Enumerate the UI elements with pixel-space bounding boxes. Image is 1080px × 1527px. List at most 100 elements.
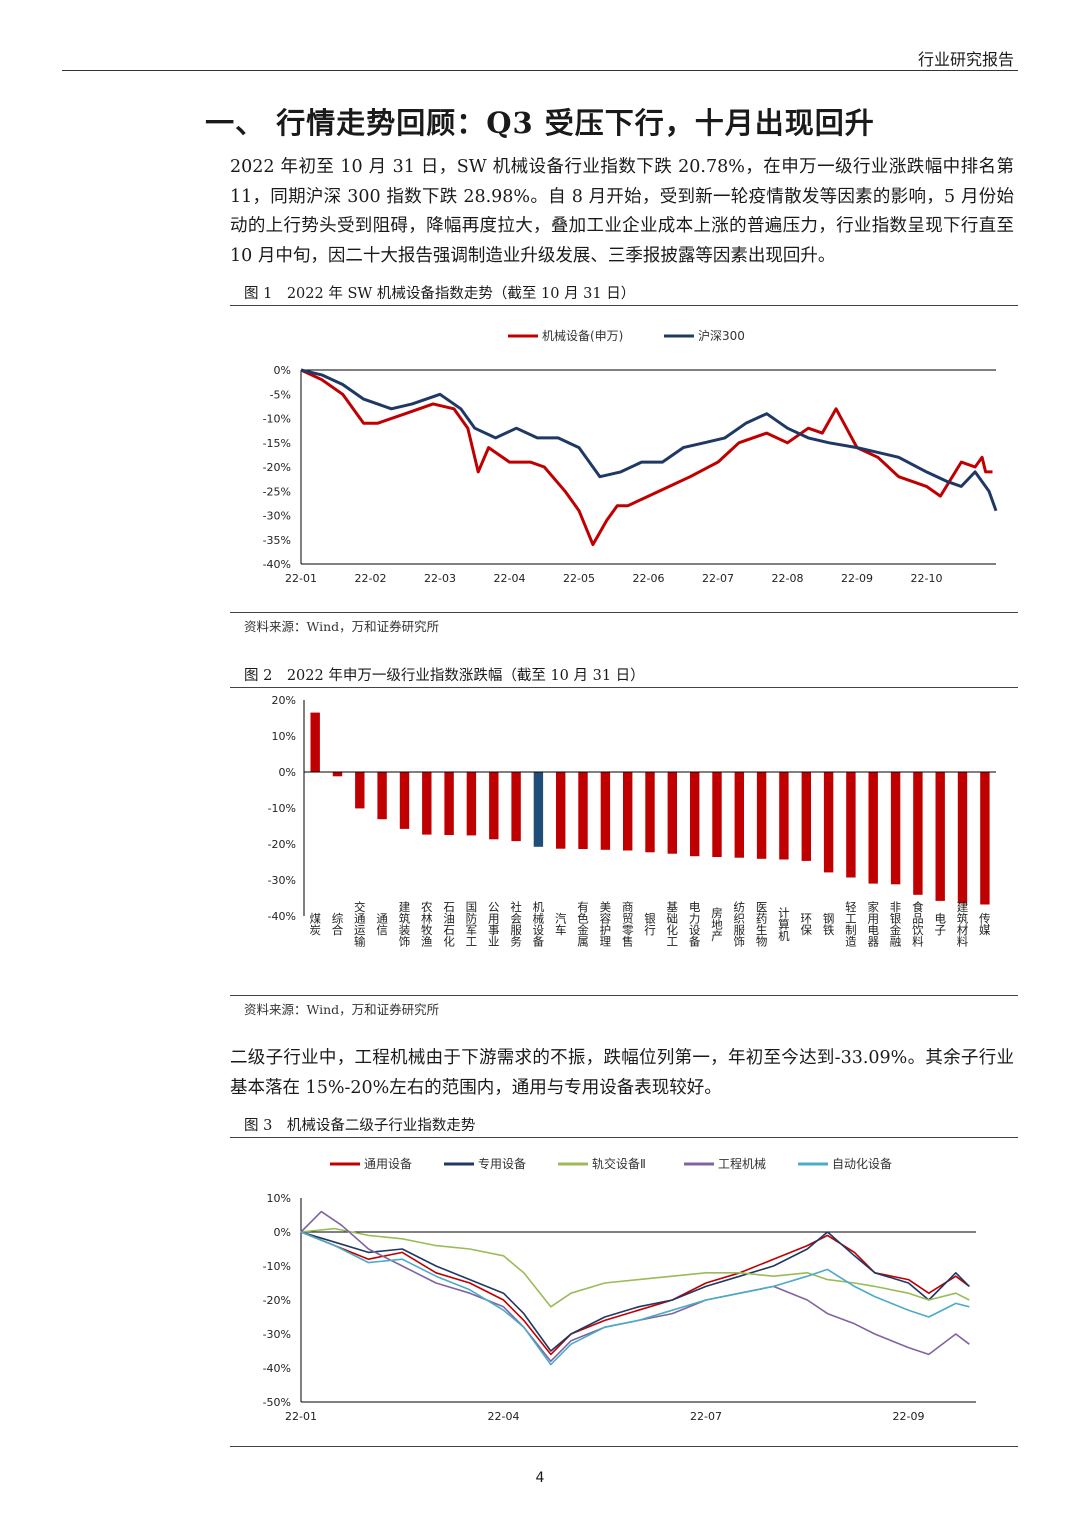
bar-国防军工 [466,772,477,836]
category-label-建筑装饰: 建筑装饰 [398,900,412,947]
paragraph-2: 二级子行业中，工程机械由于下游需求的不振，跌幅位列第一，年初至今达到-33.09… [230,1048,1014,1098]
y-tick-label: -40% [263,1362,291,1375]
category-label-轻工制造: 轻工制造 [844,900,858,947]
figure-1-title: 图 1 2022 年 SW 机械设备指数走势（截至 10 月 31 日） [244,286,636,302]
bar-建筑装饰 [399,772,410,829]
x-tick-label: 22-01 [285,572,317,585]
series-line-4 [300,1231,970,1366]
legend-label-1: 沪深300 [698,329,745,343]
y-tick-label: -35% [263,534,291,547]
x-tick-label: 22-06 [633,572,665,585]
category-label-商贸零售: 商贸零售 [621,900,635,948]
bar-非银金融 [890,772,901,885]
y-tick-label: -15% [263,437,291,450]
header-rule [62,70,1018,71]
bar-农林牧渔 [422,772,432,835]
bar-食品饮料 [913,772,923,895]
header-title: 行业研究报告 [917,50,1014,69]
section-title: 一、 行情走势回顾：Q3 受压下行，十月出现回升 [205,106,875,140]
page-number: 4 [535,1470,545,1486]
bar-汽车 [556,772,566,849]
series-line-2 [300,1227,970,1308]
figure-1-top-rule [230,305,1018,306]
x-tick-label: 22-09 [841,572,873,585]
x-tick-label: 22-09 [893,1410,925,1423]
bar-社会服务 [511,772,521,842]
bar-有色金属 [578,772,588,849]
category-label-基础化工: 基础化工 [665,901,679,947]
category-label-社会服务: 社会服务 [509,900,523,947]
category-label-汽车: 汽车 [554,912,568,937]
category-label-传媒: 传媒 [978,912,992,937]
figure-3-bottom-rule [230,1446,1018,1447]
category-label-银行: 银行 [643,912,657,937]
x-tick-label: 22-05 [563,572,595,585]
y-tick-label: -30% [263,510,291,523]
category-label-机械设备: 机械设备 [531,900,545,948]
bar-交通运输 [355,772,365,809]
bar-轻工制造 [846,772,856,878]
category-label-交通运输: 交通运输 [353,900,367,948]
category-label-有色金属: 有色金属 [576,900,590,948]
x-tick-label: 22-07 [702,572,734,585]
legend-label-2: 轨交设备Ⅱ [592,1156,646,1171]
x-tick-label: 22-02 [355,572,387,585]
legend-label-1: 专用设备 [478,1156,526,1171]
bar-机械设备 [533,772,544,847]
bar-房地产 [712,772,722,857]
category-label-纺织服饰: 纺织服饰 [732,900,746,947]
category-label-农林牧渔: 农林牧渔 [420,900,434,948]
category-label-美容护理: 美容护理 [598,900,612,947]
y-tick-label: -40% [268,910,296,923]
category-label-环保: 环保 [799,913,813,937]
figure-2-source: 资料来源：Wind，万和证券研究所 [244,1002,440,1017]
category-label-建筑材料: 建筑材料 [956,900,970,948]
y-tick-label: -30% [268,874,296,887]
figure-3-title: 图 3 机械设备二级子行业指数走势 [244,1118,476,1134]
y-tick-label: -5% [270,388,291,401]
bar-环保 [801,772,811,861]
bar-传媒 [980,772,990,905]
figure-1-source: 资料来源：Wind，万和证券研究所 [244,619,440,634]
bar-医药生物 [756,772,767,859]
category-label-计算机: 计算机 [777,907,791,942]
bar-银行 [645,772,655,853]
x-tick-label: 22-10 [911,572,943,585]
x-tick-label: 22-01 [285,1410,317,1423]
bar-美容护理 [600,772,611,850]
bar-电力设备 [690,772,700,857]
figure-2-chart: 20% 10% 0% -10% -20% -30% -40% 煤炭 综合 交通运输 通信 建筑装饰 农林… [268,694,996,948]
figure-1-chart: 机械设备(申万) 沪深300 0% -5% -10% -15% -20% -25% -30% -3… [263,328,998,585]
category-label-国防军工: 国防军工 [464,901,478,947]
y-tick-label: -10% [268,802,296,815]
series-line-1 [300,368,998,512]
bar-通信 [377,772,387,820]
x-tick-label: 22-08 [772,572,804,585]
series-line-1 [300,1231,970,1352]
category-label-综合: 综合 [331,912,345,936]
y-tick-label: -20% [263,461,291,474]
bar-计算机 [779,772,789,860]
figure-2-bottom-rule [230,995,1018,996]
paragraph-1: 2022 年初至 10 月 31 日，SW 机械设备行业指数下跌 20.78%，… [230,157,1014,266]
category-label-电力设备: 电力设备 [688,901,702,948]
category-label-公用事业: 公用事业 [487,901,501,947]
legend-label-3: 工程机械 [718,1156,766,1171]
y-tick-label: -20% [263,1294,291,1307]
legend-label-4: 自动化设备 [832,1157,892,1171]
x-tick-label: 22-04 [488,1410,520,1423]
figure-1-bottom-rule [230,612,1018,613]
legend-label-0: 通用设备 [364,1157,412,1171]
bar-钢铁 [823,772,834,873]
y-tick-label: 20% [272,694,296,707]
category-label-家用电器: 家用电器 [866,900,880,948]
category-label-钢铁: 钢铁 [822,913,836,936]
series-line-0 [300,368,993,547]
category-label-煤炭: 煤炭 [308,913,322,937]
bar-纺织服饰 [734,772,744,858]
y-tick-label: -10% [263,413,291,426]
series-line-3 [300,1210,970,1362]
figure-2-top-rule [230,687,1018,688]
category-label-非银金融: 非银金融 [889,901,903,948]
bar-煤炭 [310,712,320,772]
